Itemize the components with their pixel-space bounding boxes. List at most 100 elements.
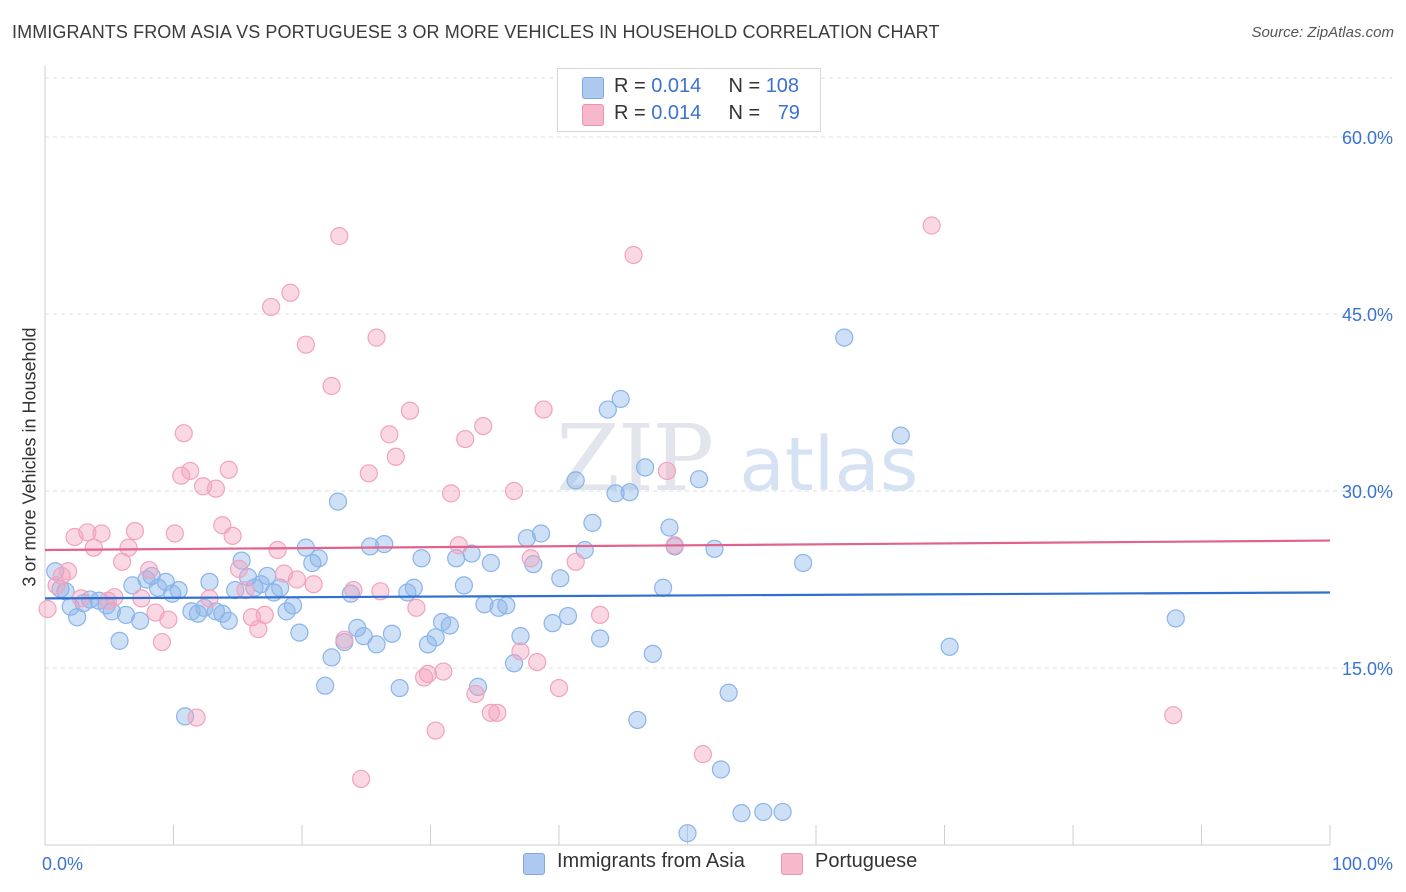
asia-point xyxy=(102,602,121,621)
asia-point xyxy=(773,802,792,822)
portuguese-point xyxy=(330,227,349,246)
x-tick-label: 0.0% xyxy=(42,854,83,874)
portuguese-point xyxy=(92,524,111,543)
asia-point xyxy=(497,596,516,615)
asia-point xyxy=(481,553,500,573)
asia-point xyxy=(511,627,530,646)
portuguese-point xyxy=(172,466,191,485)
portuguese-point xyxy=(693,745,713,764)
y-tick-label: 60.0% xyxy=(1342,128,1393,148)
portuguese-point xyxy=(449,536,468,555)
asia-point xyxy=(412,549,431,568)
legend-n-value: 108 xyxy=(765,75,800,97)
portuguese-point xyxy=(367,328,386,347)
asia-point xyxy=(213,604,232,623)
asia-point xyxy=(382,624,402,643)
legend-r-value: 0.014 xyxy=(651,75,702,97)
portuguese-point xyxy=(84,538,103,557)
asia-point xyxy=(543,614,562,633)
asia-point xyxy=(418,635,438,654)
portuguese-point xyxy=(268,540,287,560)
portuguese-point xyxy=(152,632,172,652)
asia-point xyxy=(660,518,679,537)
portuguese-point xyxy=(344,581,363,600)
asia-point xyxy=(598,400,617,419)
portuguese-point xyxy=(281,283,300,302)
asia-point xyxy=(891,426,910,445)
portuguese-point xyxy=(139,560,159,580)
asia-point xyxy=(940,637,959,656)
legend-swatch-asia xyxy=(582,77,604,99)
asia-point xyxy=(611,389,630,409)
portuguese-point xyxy=(174,424,193,443)
portuguese-point xyxy=(504,481,524,501)
portuguese-point xyxy=(255,605,274,625)
asia-point xyxy=(290,623,309,642)
legend-r-label: R = xyxy=(614,75,652,97)
asia-point xyxy=(354,627,373,646)
asia-point xyxy=(566,471,585,490)
portuguese-point xyxy=(481,703,500,722)
asia-point xyxy=(583,513,602,532)
asia-point xyxy=(110,631,129,650)
x-tick-label: 100.0% xyxy=(1332,854,1393,874)
portuguese-point xyxy=(474,417,493,436)
portuguese-point xyxy=(262,297,281,317)
portuguese-point xyxy=(566,552,585,571)
asia-point xyxy=(711,760,731,779)
portuguese-point xyxy=(181,461,200,481)
portuguese-point xyxy=(59,562,78,581)
legend-n-label: N = xyxy=(728,102,766,124)
asia-point xyxy=(628,710,647,730)
asia-point xyxy=(678,824,697,843)
asia-trend-line xyxy=(44,591,1331,600)
asia-point xyxy=(219,611,238,630)
asia-point xyxy=(689,470,709,489)
asia-point xyxy=(835,328,854,347)
portuguese-point xyxy=(426,721,445,740)
portuguese-point xyxy=(352,769,371,789)
portuguese-point xyxy=(407,598,426,617)
portuguese-point xyxy=(466,684,485,704)
asia-point xyxy=(404,578,423,597)
portuguese-trend-line xyxy=(44,539,1331,552)
portuguese-point xyxy=(304,575,323,594)
legend-n-label: N = xyxy=(728,75,766,97)
asia-point xyxy=(426,628,445,647)
asia-point xyxy=(316,676,335,695)
portuguese-point xyxy=(528,652,547,672)
portuguese-point xyxy=(322,376,341,396)
y-tick-label: 15.0% xyxy=(1342,659,1393,679)
portuguese-point xyxy=(591,605,610,625)
asia-point xyxy=(390,678,409,698)
portuguese-point xyxy=(657,461,677,481)
portuguese-point xyxy=(159,610,178,629)
asia-point xyxy=(719,683,738,702)
portuguese-point xyxy=(38,599,57,619)
asia-point xyxy=(440,616,459,635)
asia-point xyxy=(551,569,570,588)
portuguese-point xyxy=(219,460,238,479)
asia-point xyxy=(754,802,773,822)
portuguese-point xyxy=(534,400,553,419)
watermark-zip: ZIP xyxy=(556,405,714,512)
legend-r-value: 0.014 xyxy=(651,102,702,124)
asia-point xyxy=(454,576,474,595)
portuguese-point xyxy=(549,678,569,698)
portuguese-point xyxy=(229,559,249,578)
portuguese-point xyxy=(380,425,399,444)
asia-point xyxy=(169,581,188,600)
portuguese-point xyxy=(441,484,461,503)
portuguese-point xyxy=(624,245,643,265)
correlation-legend: R = 0.014 N = 108 R = 0.014 N = 79 xyxy=(557,68,821,132)
portuguese-point xyxy=(206,479,226,498)
asia-point xyxy=(200,572,219,591)
portuguese-point xyxy=(119,538,138,557)
source-label: Source: ZipAtlas.com xyxy=(1251,24,1394,41)
asia-point xyxy=(156,572,175,591)
asia-point xyxy=(606,484,625,503)
portuguese-point xyxy=(922,216,941,235)
portuguese-point xyxy=(47,576,66,595)
asia-point xyxy=(468,677,488,696)
